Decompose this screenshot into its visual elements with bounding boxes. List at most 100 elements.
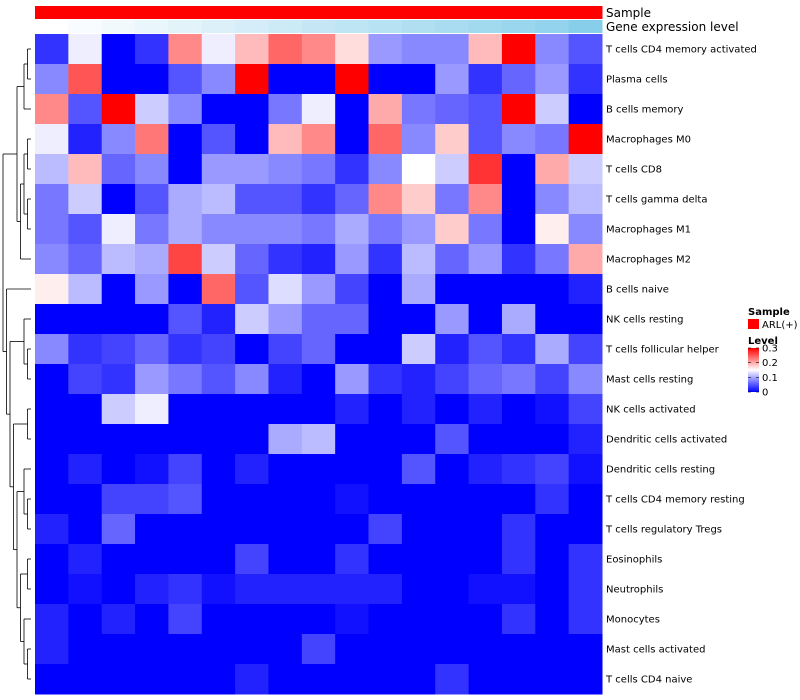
heatmap-cell xyxy=(202,124,236,155)
heatmap-cell xyxy=(135,514,169,545)
heatmap-cell xyxy=(235,484,269,515)
heatmap-cell xyxy=(369,94,403,125)
heatmap-cell xyxy=(469,574,503,605)
heatmap-cell xyxy=(369,214,403,245)
heatmap-cell xyxy=(369,244,403,275)
heatmap-cell xyxy=(235,244,269,275)
heatmap-cell xyxy=(35,334,69,365)
heatmap-cell xyxy=(402,544,436,575)
heatmap-cell xyxy=(535,454,569,485)
heatmap-cell xyxy=(268,274,302,305)
heatmap-cell xyxy=(268,124,302,155)
expression-anno-cell xyxy=(335,20,369,33)
heatmap-cell xyxy=(469,184,503,215)
heatmap-cell xyxy=(469,634,503,665)
heatmap-cell xyxy=(202,604,236,635)
heatmap-cell xyxy=(402,664,436,695)
heatmap-cell xyxy=(435,544,469,575)
heatmap-cell xyxy=(569,64,603,95)
heatmap-cell xyxy=(335,64,369,95)
sample-anno-cell xyxy=(569,6,603,19)
heatmap-cell xyxy=(168,244,202,275)
heatmap-cell xyxy=(435,454,469,485)
expression-anno-cell xyxy=(235,20,269,33)
heatmap-cell xyxy=(502,454,536,485)
heatmap-cell xyxy=(235,214,269,245)
heatmap-cell xyxy=(469,34,503,65)
heatmap-cell xyxy=(435,334,469,365)
heatmap-cell xyxy=(268,214,302,245)
heatmap-cell xyxy=(135,34,169,65)
heatmap-cell xyxy=(235,34,269,65)
heatmap-cell xyxy=(102,214,136,245)
heatmap-cell xyxy=(268,154,302,185)
heatmap-cell xyxy=(469,244,503,275)
row-label: T cells gamma delta xyxy=(605,195,707,206)
heatmap-cell xyxy=(68,424,102,455)
heatmap-cell xyxy=(469,514,503,545)
heatmap-cell xyxy=(435,514,469,545)
heatmap-cell xyxy=(168,184,202,215)
heatmap-cell xyxy=(35,304,69,335)
row-label: Eosinophils xyxy=(606,555,662,566)
legend-label-arl: ARL(+) xyxy=(762,320,798,331)
heatmap-cell xyxy=(102,634,136,665)
heatmap-cell xyxy=(402,184,436,215)
heatmap-cell xyxy=(369,574,403,605)
heatmap-cell xyxy=(68,484,102,515)
heatmap-cell xyxy=(35,154,69,185)
heatmap-cell xyxy=(235,424,269,455)
heatmap-cell xyxy=(135,214,169,245)
heatmap-cell xyxy=(202,184,236,215)
heatmap-cell xyxy=(68,184,102,215)
heatmap-cell xyxy=(68,304,102,335)
heatmap-cell xyxy=(535,544,569,575)
heatmap-cell xyxy=(569,604,603,635)
heatmap-cell xyxy=(435,424,469,455)
heatmap-cell xyxy=(535,124,569,155)
heatmap-cell xyxy=(569,124,603,155)
heatmap-cell xyxy=(569,154,603,185)
heatmap-cell xyxy=(168,334,202,365)
heatmap-cell xyxy=(535,64,569,95)
heatmap-cell xyxy=(335,154,369,185)
heatmap-cell xyxy=(68,274,102,305)
heatmap-cell xyxy=(235,304,269,335)
heatmap-cell xyxy=(268,94,302,125)
heatmap-cell xyxy=(402,454,436,485)
heatmap-cell xyxy=(68,34,102,65)
heatmap-cell xyxy=(235,454,269,485)
heatmap-cell xyxy=(302,574,336,605)
sample-anno-cell xyxy=(168,6,202,19)
heatmap-cell xyxy=(168,34,202,65)
heatmap-cell xyxy=(502,544,536,575)
heatmap-cell xyxy=(435,154,469,185)
heatmap-cell xyxy=(168,214,202,245)
heatmap-cell xyxy=(202,94,236,125)
heatmap-cell xyxy=(335,454,369,485)
heatmap-cell xyxy=(335,664,369,695)
heatmap-cell xyxy=(235,544,269,575)
heatmap-cell xyxy=(168,64,202,95)
heatmap-cell xyxy=(335,184,369,215)
heatmap-cell xyxy=(135,64,169,95)
heatmap-cell xyxy=(302,334,336,365)
heatmap-cell xyxy=(302,154,336,185)
heatmap-cell xyxy=(535,574,569,605)
heatmap-cell xyxy=(369,274,403,305)
heatmap-cell xyxy=(435,484,469,515)
heatmap-cell xyxy=(502,484,536,515)
heatmap-cell xyxy=(102,514,136,545)
row-label: T cells follicular helper xyxy=(605,345,720,356)
heatmap-cell xyxy=(235,604,269,635)
heatmap-cell xyxy=(469,334,503,365)
heatmap-cell xyxy=(202,244,236,275)
heatmap-cell xyxy=(502,514,536,545)
heatmap-cell xyxy=(35,544,69,575)
heatmap-cell xyxy=(202,364,236,395)
heatmap-cell xyxy=(302,394,336,425)
heatmap-cell xyxy=(402,34,436,65)
heatmap-cell xyxy=(469,304,503,335)
heatmap-cell xyxy=(268,424,302,455)
heatmap-cell xyxy=(35,394,69,425)
